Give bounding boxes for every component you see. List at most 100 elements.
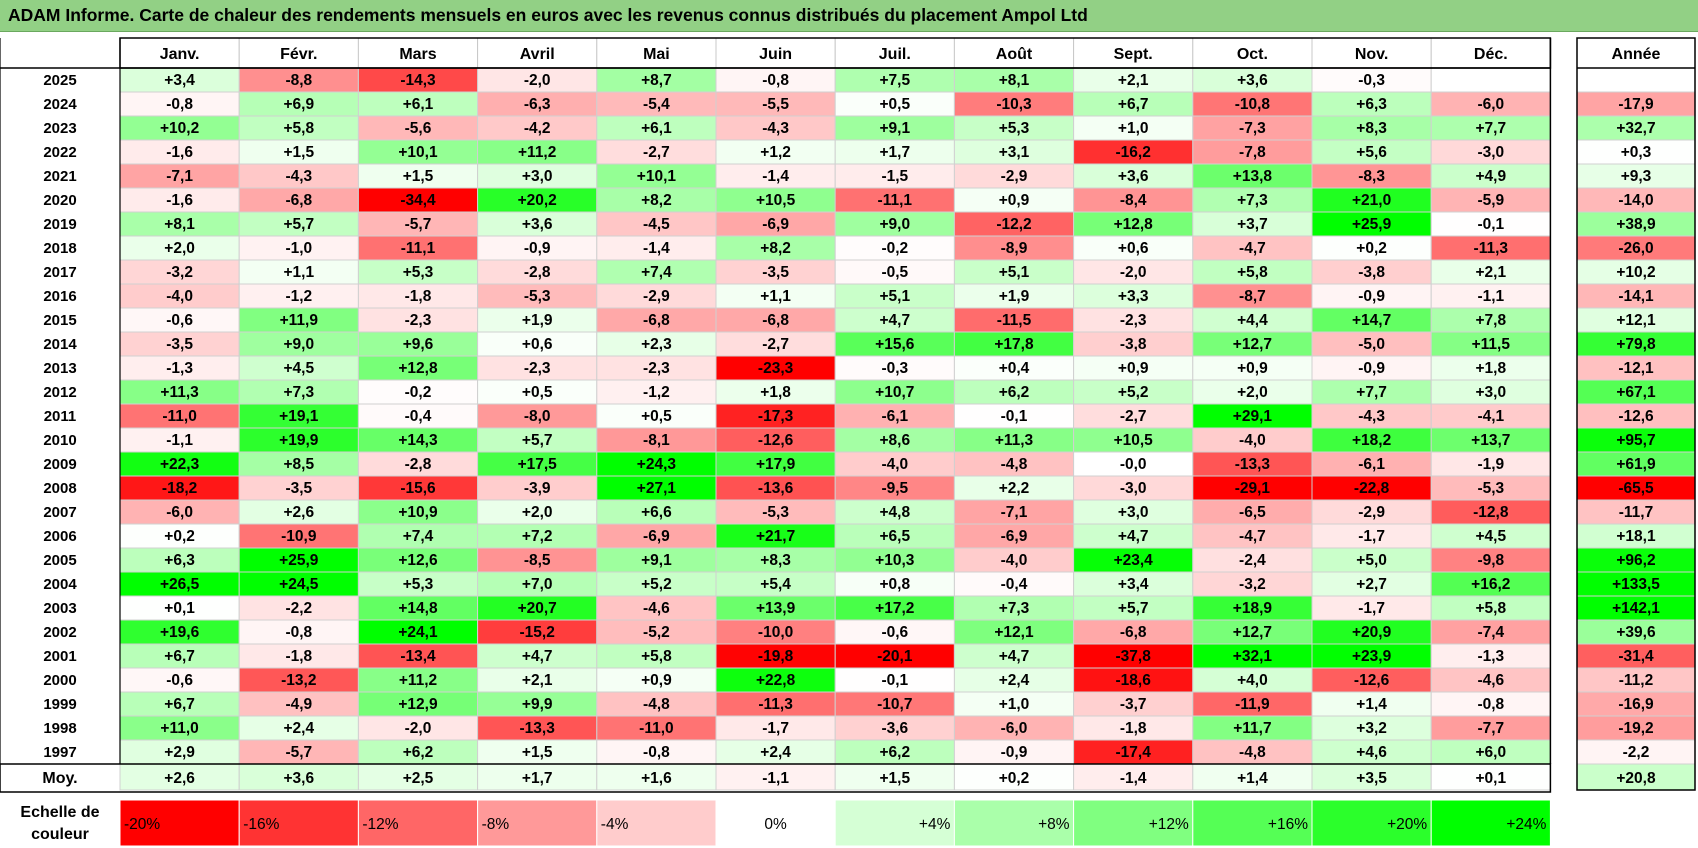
cell-value: +5,2 [641, 576, 672, 593]
heat-cell [834, 523, 955, 549]
cell-value: +0,4 [999, 360, 1030, 377]
cell-value: -2,2 [285, 600, 312, 617]
cell-value: +5,7 [283, 216, 314, 233]
annual-value: -12,6 [1618, 408, 1654, 425]
cell-value: -8,5 [524, 552, 551, 569]
heat-cell [238, 139, 359, 165]
heat-cell [357, 571, 479, 597]
cell-value: +0,8 [879, 576, 910, 593]
heat-cell [596, 91, 717, 117]
heat-cell [834, 355, 955, 381]
cell-value: -0,8 [285, 624, 312, 641]
cell-value: +3,6 [522, 216, 553, 233]
annual-value: -14,0 [1618, 192, 1653, 209]
scale-stop-label: +4% [919, 816, 951, 833]
heat-cell [953, 235, 1075, 261]
annual-value: -65,5 [1618, 480, 1654, 497]
heat-cell [238, 259, 359, 285]
cell-value: -3,0 [1477, 144, 1504, 161]
average-value: +2,6 [164, 770, 195, 787]
heat-cell [1073, 571, 1194, 597]
cell-value: +6,3 [1356, 96, 1387, 113]
heat-cell [238, 427, 359, 453]
cell-value: +23,4 [1114, 552, 1154, 569]
cell-value: +27,1 [637, 480, 677, 497]
year-label: 1999 [43, 696, 76, 713]
cell-value: -22,8 [1354, 480, 1390, 497]
cell-value: +1,0 [999, 696, 1030, 713]
year-label: 2007 [43, 504, 76, 521]
heat-cell [1192, 499, 1313, 525]
cell-value: +9,9 [522, 696, 553, 713]
year-label: 2008 [43, 480, 76, 497]
cell-value: +3,6 [1237, 72, 1268, 89]
heat-cell [596, 715, 717, 741]
heat-cell [477, 139, 598, 165]
average-cell [238, 763, 359, 791]
heat-cell [357, 547, 479, 573]
annual-value: -11,7 [1619, 504, 1653, 521]
month-header-label: Oct. [1237, 46, 1268, 63]
cell-value: +5,3 [999, 120, 1030, 137]
cell-value: -6,8 [1120, 624, 1147, 641]
heat-cell [1430, 379, 1551, 405]
heat-cell [357, 307, 479, 333]
average-value: +1,4 [1237, 770, 1268, 787]
average-cell [1073, 763, 1194, 791]
cell-value: +2,4 [999, 672, 1030, 689]
annual-cell [1576, 643, 1696, 669]
cell-value: +12,7 [1233, 336, 1272, 353]
heat-cell [1192, 163, 1313, 189]
heat-cell [1073, 235, 1194, 261]
cell-value: +9,1 [641, 552, 672, 569]
month-header-label: Avril [520, 46, 555, 63]
heat-cell [119, 331, 240, 357]
heat-cell [1430, 235, 1551, 261]
cell-value: -19,8 [758, 648, 794, 665]
cell-value: +18,9 [1233, 600, 1273, 617]
average-value: +1,6 [641, 770, 672, 787]
heat-cell [357, 91, 479, 117]
cell-value: -4,5 [643, 216, 670, 233]
cell-value: -0,1 [881, 672, 908, 689]
cell-value: -1,3 [166, 360, 193, 377]
scale-cell [953, 799, 1075, 847]
heat-cell [477, 259, 598, 285]
heat-cell [1073, 643, 1194, 669]
heat-cell [119, 211, 240, 237]
heat-cell [1430, 163, 1551, 189]
heat-cell [1430, 211, 1551, 237]
heat-cell [238, 163, 359, 189]
cell-value: -4,8 [1239, 744, 1266, 761]
cell-value: -7,4 [1477, 624, 1504, 641]
cell-value: +14,3 [398, 432, 438, 449]
month-header-label: Août [996, 46, 1033, 63]
cell-value: -4,1 [1477, 408, 1504, 425]
year-label: 1997 [43, 744, 76, 761]
heat-cell [1311, 211, 1432, 237]
cell-value: -2,0 [405, 720, 432, 737]
heat-cell [715, 715, 836, 741]
average-value: +0,1 [1475, 770, 1506, 787]
annual-value: +38,9 [1616, 216, 1656, 233]
cell-value: -1,2 [285, 288, 312, 305]
heat-cell [715, 307, 836, 333]
heat-cell [1430, 475, 1551, 501]
cell-value: +7,7 [1356, 384, 1387, 401]
cell-value: +9,0 [283, 336, 314, 353]
heat-cell [596, 547, 717, 573]
cell-value: +0,1 [164, 600, 195, 617]
heat-cell [477, 595, 598, 621]
month-header-label: Nov. [1355, 46, 1388, 63]
cell-value: +8,2 [760, 240, 791, 257]
year-label: 2015 [43, 312, 76, 329]
cell-value: -13,2 [281, 672, 316, 689]
annual-cell [1576, 331, 1696, 357]
heat-cell [1073, 595, 1194, 621]
heat-cell [834, 595, 955, 621]
cell-value: +4,5 [283, 360, 314, 377]
heat-cell [238, 691, 359, 717]
heat-cell [1430, 187, 1551, 213]
heat-cell [1073, 67, 1194, 93]
cell-value: +21,7 [756, 528, 795, 545]
